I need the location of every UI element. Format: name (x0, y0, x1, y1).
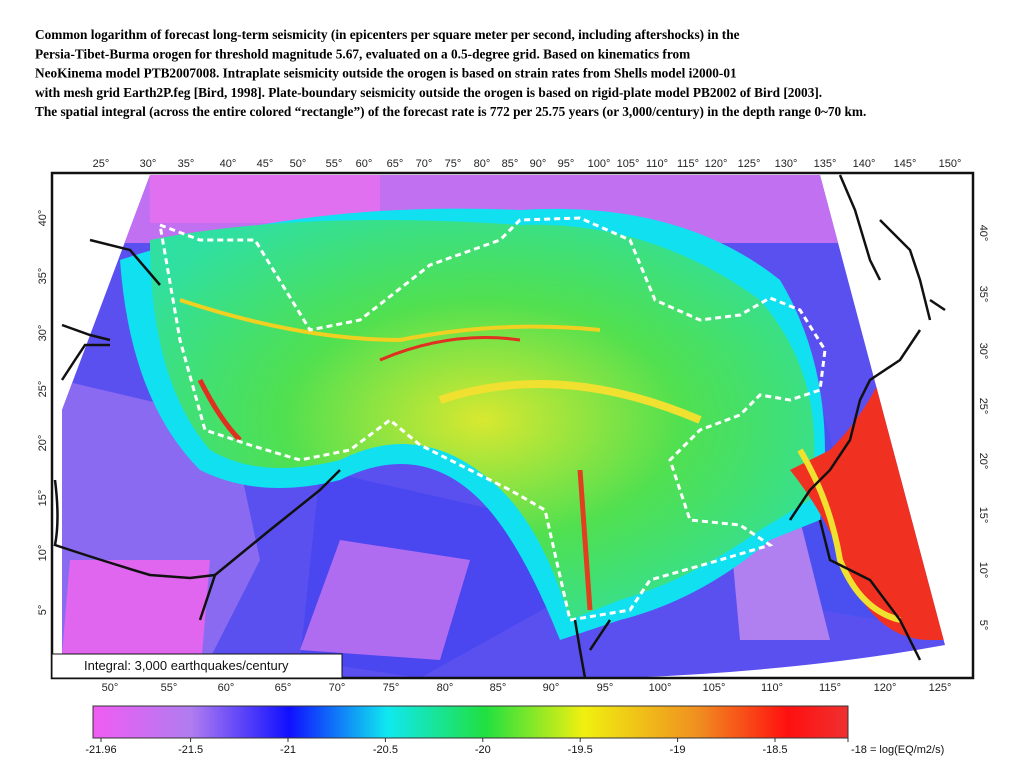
plate-boundaries (53, 174, 946, 679)
longitude-label: 30° (140, 158, 157, 170)
caption-line: Common logarithm of forecast long-term s… (35, 27, 740, 42)
latitude-label: 5° (37, 605, 49, 616)
longitude-label: 95° (558, 158, 575, 170)
latitude-label: 35° (977, 286, 989, 303)
longitude-label: 120° (874, 682, 897, 694)
colorbar-tick-label: -18.5 (762, 744, 787, 756)
longitude-label: 25° (93, 158, 110, 170)
colorbar: -21.96 -21.5 -21 -20.5 -20 -19.5 -19 -18.5 -18 =… (85, 705, 944, 756)
longitude-label: 145° (894, 158, 917, 170)
integral-label: Integral: 3,000 earthquakes/century (84, 658, 289, 673)
longitude-label: 90° (530, 158, 547, 170)
longitude-label: 55° (326, 158, 343, 170)
longitude-label: 75° (445, 158, 462, 170)
map-frame (50, 171, 975, 680)
longitude-label: 65° (387, 158, 404, 170)
latitude-label: 30° (977, 343, 989, 360)
latitude-label: 40° (37, 210, 49, 227)
colorbar-tick-label: -21.96 (85, 744, 116, 756)
longitude-label: 135° (814, 158, 837, 170)
longitude-label: 115° (819, 682, 841, 694)
longitude-label: 80° (474, 158, 491, 170)
colorbar-tick-label: -18 = log(EQ/m2/s) (851, 744, 944, 756)
longitude-label: 50° (290, 158, 307, 170)
longitude-label: 125° (738, 158, 761, 170)
longitude-label: 70° (416, 158, 433, 170)
longitude-label: 125° (929, 682, 952, 694)
graticule-labels: 25° 30° 35° 40° 45° 50° 55° 60° 65° 70° 75° 80° 85° 9… (37, 158, 989, 694)
latitude-label: 10° (977, 562, 989, 579)
longitude-label: 100° (588, 158, 611, 170)
caption-line: with mesh grid Earth2P.feg [Bird, 1998].… (35, 85, 822, 100)
latitude-label: 30° (37, 325, 49, 342)
colorbar-gradient (92, 705, 849, 739)
longitude-label: 35° (178, 158, 195, 170)
latitude-label: 25° (37, 381, 49, 398)
longitude-label: 45° (257, 158, 274, 170)
longitude-label: 110° (646, 158, 668, 170)
longitude-label: 140° (853, 158, 876, 170)
longitude-label: 75° (383, 682, 400, 694)
colorbar-tick-label: -21 (280, 744, 296, 756)
colorbar-tick-label: -20.5 (373, 744, 398, 756)
caption: Common logarithm of forecast long-term s… (35, 27, 866, 119)
longitude-label: 110° (761, 682, 783, 694)
longitude-label: 65° (275, 682, 292, 694)
colorbar-tick-label: -19.5 (568, 744, 593, 756)
longitude-label: 120° (705, 158, 728, 170)
seismicity-field (62, 175, 945, 678)
colorbar-tick-label: -19 (670, 744, 686, 756)
colorbar-tick-label: -20 (475, 744, 491, 756)
latitude-label: 15° (37, 490, 49, 507)
caption-line: Persia-Tibet-Burma orogen for threshold … (35, 46, 690, 61)
longitude-label: 80° (437, 682, 454, 694)
latitude-label: 20° (977, 453, 989, 470)
longitude-label: 85° (490, 682, 507, 694)
longitude-label: 60° (218, 682, 235, 694)
longitude-label: 105° (703, 682, 726, 694)
latitude-label: 25° (977, 398, 989, 415)
latitude-label: 15° (977, 507, 989, 524)
latitude-label: 10° (37, 545, 49, 562)
colorbar-tick-label: -21.5 (178, 744, 203, 756)
longitude-label: 130° (775, 158, 798, 170)
latitude-label: 20° (37, 435, 49, 452)
latitude-label: 35° (37, 268, 49, 285)
longitude-label: 105° (617, 158, 640, 170)
caption-line: The spatial integral (across the entire … (35, 104, 866, 119)
longitude-label: 150° (939, 158, 962, 170)
integral-box (51, 653, 343, 679)
longitude-label: 85° (502, 158, 519, 170)
longitude-label: 95° (597, 682, 614, 694)
longitude-label: 100° (649, 682, 672, 694)
longitude-label: 40° (220, 158, 237, 170)
longitude-label: 55° (161, 682, 178, 694)
orogen-boundary (158, 216, 827, 622)
latitude-label: 40° (977, 225, 989, 242)
longitude-label: 90° (543, 682, 560, 694)
longitude-label: 50° (102, 682, 119, 694)
longitude-label: 115° (677, 158, 699, 170)
longitude-label: 60° (356, 158, 373, 170)
caption-line: NeoKinema model PTB2007008. Intraplate s… (35, 66, 737, 81)
latitude-label: 5° (977, 620, 989, 631)
longitude-label: 70° (329, 682, 346, 694)
map: Integral: 3,000 earthquakes/century 25° 3… (37, 158, 989, 694)
